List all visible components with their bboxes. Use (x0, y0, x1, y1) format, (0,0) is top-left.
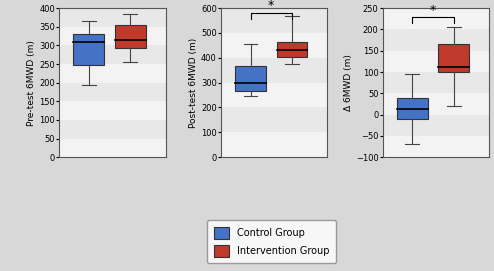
Bar (59, 101, 165, 120)
Bar (438, 44, 469, 72)
Bar (397, 98, 428, 119)
Bar (59, 138, 165, 157)
Bar (277, 43, 307, 57)
Legend: Control Group, Intervention Group: Control Group, Intervention Group (207, 220, 336, 263)
Bar (383, 136, 489, 157)
Y-axis label: Post-test 6MWD (m): Post-test 6MWD (m) (189, 37, 198, 128)
Bar (221, 132, 328, 157)
Y-axis label: Δ 6MWD (m): Δ 6MWD (m) (344, 54, 353, 111)
Bar (383, 51, 489, 72)
Bar (59, 64, 165, 83)
Text: *: * (268, 0, 274, 12)
Bar (59, 27, 165, 46)
Text: *: * (430, 4, 436, 17)
Bar (383, 8, 489, 30)
Bar (383, 93, 489, 115)
Bar (221, 83, 328, 108)
Bar (115, 25, 146, 49)
Y-axis label: Pre-test 6MWD (m): Pre-test 6MWD (m) (28, 40, 37, 125)
Bar (235, 66, 266, 91)
Bar (74, 34, 104, 65)
Bar (221, 33, 328, 58)
